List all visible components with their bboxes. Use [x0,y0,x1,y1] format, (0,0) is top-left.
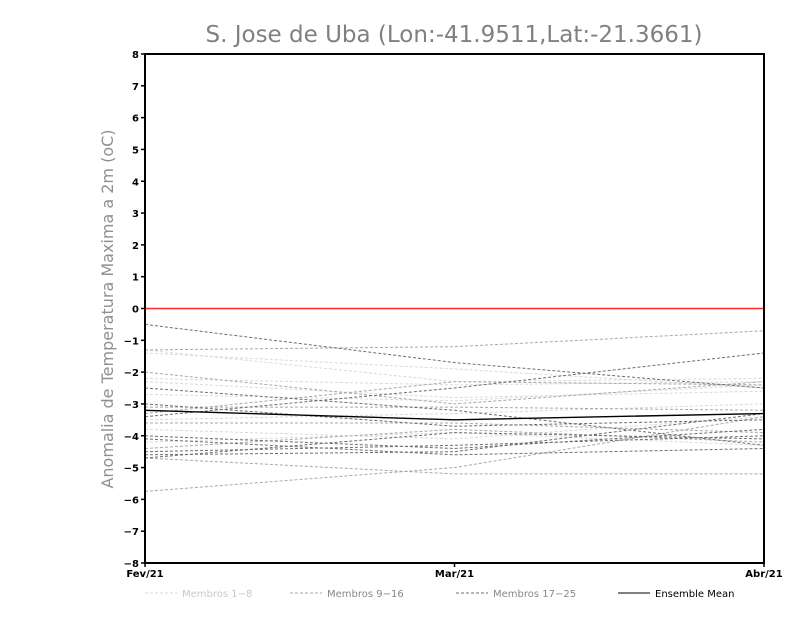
y-tick-label: 8 [132,50,139,61]
y-tick-label: −8 [124,559,139,570]
y-axis-label: Anomalia de Temperatura Maxima a 2m (oC) [98,129,117,488]
member-line [144,384,765,402]
x-tick-label: Mar/21 [435,569,474,580]
member-line [144,349,765,383]
x-tick-label: Abr/21 [745,569,782,580]
member-line [144,378,765,386]
y-tick-label: 5 [132,145,139,156]
member-line [145,406,765,411]
y-tick-label: 7 [132,82,139,93]
legend-label: Membros 17−25 [493,589,576,600]
y-tick-label: −3 [124,400,139,411]
y-tick-label: −5 [124,464,139,475]
y-tick-label: −7 [124,527,139,538]
series-lines [144,323,765,492]
legend-label: Membros 9−16 [327,589,404,600]
member-line [144,371,765,405]
member-line [144,387,765,446]
member-line [144,428,765,449]
member-line [144,416,765,440]
y-tick-label: 0 [132,305,139,316]
member-line [144,330,765,351]
member-line [144,381,765,414]
y-tick-label: 2 [132,241,139,252]
member-line [144,432,765,459]
member-line [144,413,765,456]
member-line [144,352,765,389]
ensemble-mean-line [144,409,765,421]
member-line [144,352,765,418]
y-tick-label: 4 [132,177,139,188]
member-line [144,457,764,475]
y-tick-label: −2 [124,368,139,379]
member-line [144,428,765,450]
x-tick-label: Fev/21 [126,569,163,580]
legend: Membros 1−8 Membros 9−16 Membros 17−25 Ense… [145,589,734,600]
legend-label: Membros 1−8 [182,589,252,600]
x-ticks: Fev/21 Mar/21 Abr/21 [126,563,783,580]
y-tick-label: 1 [132,273,139,284]
member-line [144,403,765,427]
y-tick-label: −4 [124,432,139,443]
y-tick-label: −1 [124,336,139,347]
legend-label: Ensemble Mean [655,589,734,600]
member-line [144,435,765,453]
y-tick-label: −6 [124,495,139,506]
member-line [144,403,765,421]
y-tick-label: 3 [132,209,139,220]
member-line [144,416,765,492]
member-line [144,438,765,456]
y-tick-label: 6 [132,114,139,125]
chart-title: S. Jose de Uba (Lon:-41.9511,Lat:-21.366… [206,22,703,48]
member-line [144,323,765,389]
member-line [144,381,765,399]
y-ticks: 8 7 6 5 4 3 2 1 0 −1 −2 −3 −4 −5 −6 −7 −8 [124,50,145,570]
member-line [145,422,765,434]
member-line [144,432,765,446]
